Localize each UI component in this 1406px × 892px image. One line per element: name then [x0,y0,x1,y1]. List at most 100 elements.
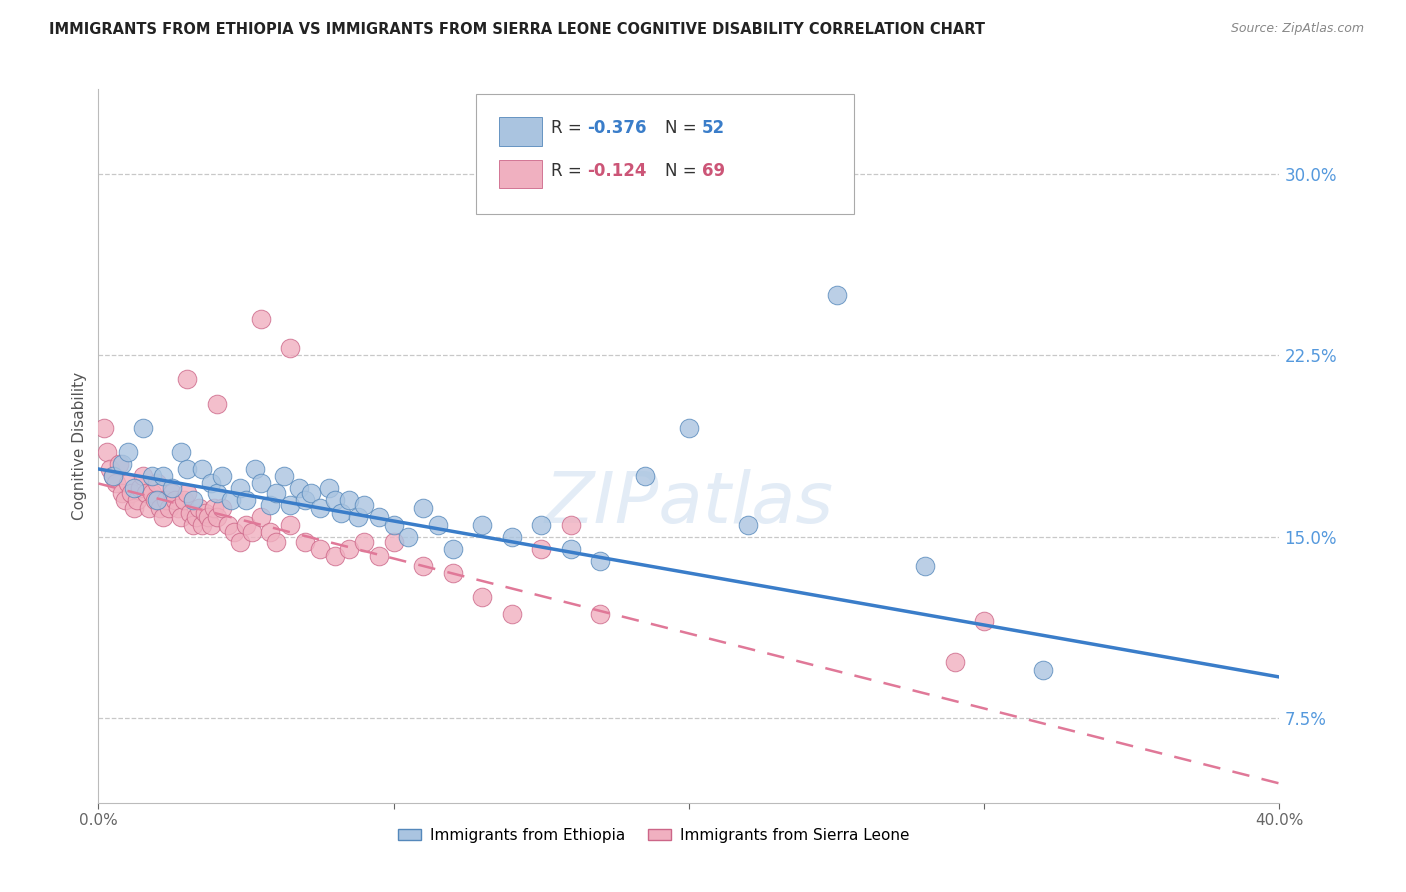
Point [122,481,145,495]
Point [412,500,434,515]
Point [280,341,302,355]
Point [339,541,361,556]
Point [501,530,523,544]
Point [1032,663,1054,677]
Point [634,469,657,483]
Text: N =: N = [665,162,702,180]
Point [141,469,163,483]
Point [398,530,420,544]
Point [205,397,228,411]
Point [132,469,155,483]
Point [146,493,169,508]
Point [202,500,225,515]
Point [299,486,322,500]
Point [114,493,136,508]
Point [441,566,464,580]
Point [93,421,115,435]
Point [294,493,316,508]
Point [138,500,160,515]
Point [353,498,375,512]
Text: 69: 69 [702,162,725,180]
Point [368,510,391,524]
Point [132,421,155,435]
Point [309,500,332,515]
Legend: Immigrants from Ethiopia, Immigrants from Sierra Leone: Immigrants from Ethiopia, Immigrants fro… [391,822,915,848]
Point [441,541,464,556]
Point [259,498,281,512]
FancyBboxPatch shape [499,117,543,145]
Point [170,445,193,459]
Point [191,462,214,476]
Point [471,517,494,532]
Point [143,493,166,508]
Point [229,534,252,549]
Text: -0.376: -0.376 [588,120,647,137]
Point [165,493,187,508]
Point [135,486,157,500]
Point [560,541,582,556]
Point [103,469,125,483]
Point [141,486,163,500]
Point [176,372,198,386]
Point [211,469,233,483]
Point [339,493,361,508]
Point [167,500,190,515]
Point [280,517,302,532]
Point [157,500,180,515]
Point [943,656,966,670]
Point [323,549,346,563]
Point [501,607,523,621]
Point [179,506,201,520]
Point [250,510,273,524]
Point [194,506,217,520]
Y-axis label: Cognitive Disability: Cognitive Disability [72,372,87,520]
Point [103,469,125,483]
Point [678,421,700,435]
Point [235,517,257,532]
Point [205,510,228,524]
Point [382,534,405,549]
Text: IMMIGRANTS FROM ETHIOPIA VS IMMIGRANTS FROM SIERRA LEONE COGNITIVE DISABILITY CO: IMMIGRANTS FROM ETHIOPIA VS IMMIGRANTS F… [49,22,986,37]
Point [105,476,128,491]
Point [471,590,494,604]
Point [368,549,391,563]
Point [273,469,295,483]
Point [187,500,209,515]
Point [264,534,287,549]
Point [162,481,183,495]
Point [122,500,145,515]
Point [200,517,222,532]
Point [250,476,273,491]
Point [224,524,246,539]
Point [294,534,316,549]
Point [111,457,134,471]
Point [205,486,228,500]
Point [152,469,174,483]
Point [176,486,198,500]
Point [117,445,139,459]
Point [973,615,995,629]
Point [229,481,252,495]
Point [347,510,370,524]
Point [737,517,759,532]
Point [162,486,183,500]
Point [589,554,612,568]
Point [96,445,118,459]
Text: R =: R = [551,120,586,137]
Point [197,510,219,524]
Point [128,481,150,495]
Point [323,493,346,508]
Point [318,481,340,495]
Point [211,500,233,515]
Point [309,541,332,556]
Point [288,481,311,495]
Point [176,462,198,476]
Point [108,457,131,471]
Point [250,312,273,326]
Text: ZIPatlas: ZIPatlas [544,468,834,538]
Text: Source: ZipAtlas.com: Source: ZipAtlas.com [1230,22,1364,36]
Point [530,541,553,556]
Point [181,493,204,508]
Point [264,486,287,500]
FancyBboxPatch shape [499,160,543,188]
